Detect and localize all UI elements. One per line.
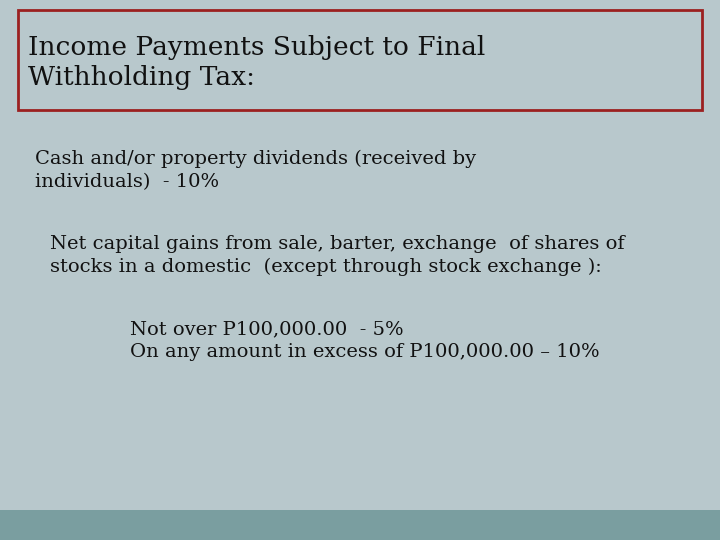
Text: stocks in a domestic  (except through stock exchange ):: stocks in a domestic (except through sto… bbox=[50, 258, 602, 276]
Text: Withholding Tax:: Withholding Tax: bbox=[28, 65, 255, 90]
Text: individuals)  - 10%: individuals) - 10% bbox=[35, 173, 219, 191]
Text: Not over P100,000.00  - 5%: Not over P100,000.00 - 5% bbox=[130, 320, 404, 338]
Bar bbox=[0, 510, 720, 540]
Text: Net capital gains from sale, barter, exchange  of shares of: Net capital gains from sale, barter, exc… bbox=[50, 235, 625, 253]
Text: On any amount in excess of P100,000.00 – 10%: On any amount in excess of P100,000.00 –… bbox=[130, 343, 600, 361]
Text: Income Payments Subject to Final: Income Payments Subject to Final bbox=[28, 35, 485, 60]
Text: Cash and/or property dividends (received by: Cash and/or property dividends (received… bbox=[35, 150, 476, 168]
Bar bbox=[18, 10, 702, 110]
